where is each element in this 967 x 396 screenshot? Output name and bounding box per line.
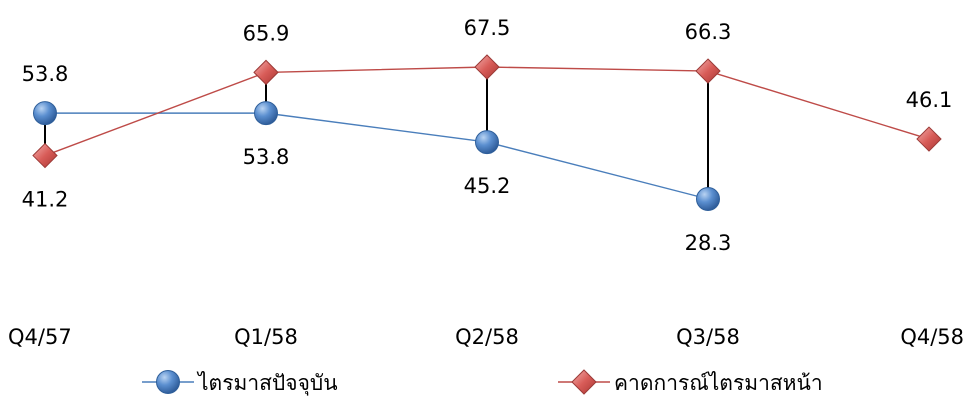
marker-0-3 (696, 187, 720, 211)
data-label-1-0: 41.2 (22, 188, 69, 212)
marker-1-2 (474, 54, 500, 80)
data-label-1-3: 66.3 (685, 20, 732, 44)
data-label-0-0: 53.8 (22, 62, 69, 86)
marker-0-0 (33, 101, 57, 126)
marker-1-0 (32, 142, 58, 169)
high-low-lines (44, 67, 709, 199)
data-label-0-2: 45.2 (464, 174, 511, 198)
legend-label-0: ไตรมาสปัจจุบัน (196, 371, 338, 396)
series-markers (32, 54, 942, 211)
data-label-1-2: 67.5 (464, 16, 511, 40)
legend-label-1: คาดการณ์ไตรมาสหน้า (614, 371, 823, 395)
series-line-0 (45, 112, 709, 200)
legend-item-0: ไตรมาสปัจจุบัน (142, 370, 338, 396)
data-labels: 53.8 53.8 45.2 28.3 41.2 65.9 67.5 66.3 46.1 (22, 16, 953, 255)
x-tick-label-2: Q2/58 (455, 325, 519, 349)
legend: ไตรมาสปัจจุบัน คาดการณ์ไตรมาสหน้า (142, 369, 823, 396)
data-label-0-3: 28.3 (685, 231, 732, 255)
x-tick-label-4: Q4/58 (900, 325, 964, 349)
data-label-0-1: 53.8 (243, 145, 290, 169)
marker-0-1 (254, 101, 278, 126)
x-tick-label-0: Q4/57 (8, 325, 72, 349)
legend-swatch-marker-1 (571, 369, 597, 395)
marker-1-4 (916, 126, 942, 152)
legend-swatch-marker-0 (156, 370, 180, 394)
x-tick-label-1: Q1/58 (234, 325, 298, 349)
data-label-1-4: 46.1 (906, 88, 953, 112)
x-tick-label-3: Q3/58 (676, 325, 740, 349)
legend-item-1: คาดการณ์ไตรมาสหน้า (558, 369, 823, 395)
data-label-1-1: 65.9 (243, 21, 290, 45)
marker-1-1 (253, 59, 279, 86)
marker-0-2 (475, 130, 499, 155)
marker-1-3 (695, 58, 721, 84)
x-axis-tick-labels: Q4/57 Q1/58 Q2/58 Q3/58 Q4/58 (8, 325, 964, 349)
